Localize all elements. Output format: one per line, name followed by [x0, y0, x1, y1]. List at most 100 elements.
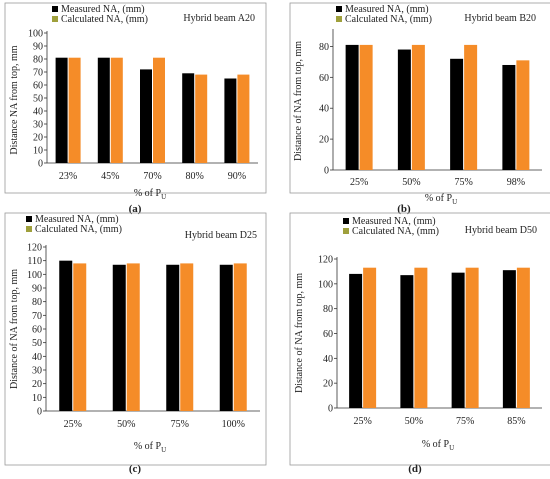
y-tick-label: 90: [32, 284, 42, 295]
legend-label: Calculated NA, (mm): [352, 226, 439, 237]
y-tick-label: 20: [32, 379, 42, 390]
chart-panel-2: 0 20 40 60 80 25% 50% 75% 98% Measured NA, (mm)Ca…: [289, 2, 550, 215]
panel-frame: [4, 2, 267, 194]
x-tick-label: 50%: [405, 416, 423, 427]
y-axis-title: Distance NA from top, mm: [9, 45, 20, 154]
bar-measured: [397, 49, 411, 170]
y-tick-label: 90: [33, 42, 43, 53]
y-axis-title: Distance of NA from top, mm: [293, 41, 304, 161]
bar-measured: [224, 78, 237, 163]
y-axis-title: Distance of NA from top, mm: [294, 273, 305, 393]
bar-measured: [182, 73, 195, 163]
y-tick-label: 60: [323, 329, 333, 340]
y-tick-label: 30: [33, 120, 43, 131]
bar-measured: [349, 273, 363, 408]
y-tick-label: 100: [27, 270, 42, 281]
y-tick-label: 80: [32, 297, 42, 308]
bar-calculated: [110, 57, 123, 164]
y-tick-label: 120: [318, 255, 333, 266]
y-tick-label: 100: [28, 29, 43, 40]
bar-calculated: [414, 267, 428, 408]
x-axis-title: % of PU: [425, 193, 457, 206]
x-tick-label: 75%: [456, 416, 474, 427]
legend-swatch-measured: [336, 6, 342, 12]
y-tick-label: 40: [33, 107, 43, 118]
bar-calculated: [73, 263, 87, 411]
panel-letter: (b): [397, 203, 411, 215]
y-tick-label: 70: [32, 311, 42, 322]
x-tick-label: 45%: [101, 171, 119, 182]
bar-measured: [166, 264, 180, 411]
chart-panel-3: 0 10 20 30 40 50 60 70 80 90 100 110 120 25% 50% 75% 100…: [4, 212, 267, 475]
legend-swatch-calculated: [336, 16, 342, 22]
bar-measured: [345, 44, 359, 170]
chart-title: Hybrid beam B20: [464, 13, 536, 24]
bar-calculated: [464, 44, 478, 170]
bar-measured: [55, 57, 68, 164]
y-tick-label: 20: [33, 133, 43, 144]
bar-calculated: [363, 267, 377, 408]
panel-frame: [4, 212, 267, 466]
legend-label: Measured NA, (mm): [61, 4, 145, 15]
bar-calculated: [411, 44, 425, 170]
bar-measured: [112, 264, 126, 411]
y-axis-title: Distance of NA from top, mm: [9, 269, 20, 389]
legend-swatch-calculated: [26, 226, 32, 232]
bar-calculated: [359, 44, 373, 170]
y-tick-label: 110: [27, 256, 42, 267]
chart-title: Hybrid beam D50: [465, 225, 537, 236]
legend-swatch-measured: [26, 216, 32, 222]
y-tick-label: 20: [323, 379, 333, 390]
x-tick-label: 25%: [353, 416, 371, 427]
bar-calculated: [516, 60, 530, 170]
legend-swatch-measured: [343, 218, 349, 224]
bar-measured: [451, 272, 465, 408]
bar-calculated: [180, 263, 194, 411]
panel-letter: (c): [129, 463, 142, 475]
y-tick-label: 80: [319, 42, 329, 53]
panel-frame: [289, 212, 550, 466]
y-tick-label: 80: [323, 304, 333, 315]
x-tick-label: 85%: [507, 416, 525, 427]
x-tick-label: 50%: [117, 419, 135, 430]
legend-swatch-calculated: [52, 16, 58, 22]
y-tick-label: 0: [38, 159, 43, 170]
panel-letter: (a): [129, 203, 142, 215]
legend-swatch-measured: [52, 6, 58, 12]
x-tick-label: 25%: [64, 419, 82, 430]
y-tick-label: 60: [32, 325, 42, 336]
bar-calculated: [195, 74, 208, 163]
legend-label: Measured NA, (mm): [35, 214, 119, 225]
bar-calculated: [153, 57, 165, 164]
y-tick-label: 40: [319, 104, 329, 115]
bar-measured: [140, 69, 152, 163]
x-tick-label: 23%: [59, 171, 77, 182]
panel-letter: (d): [408, 463, 422, 475]
y-tick-label: 0: [324, 166, 329, 177]
bar-calculated: [465, 267, 479, 408]
y-tick-label: 100: [318, 279, 333, 290]
x-tick-label: 75%: [454, 177, 472, 188]
y-tick-label: 40: [32, 352, 42, 363]
y-tick-label: 70: [33, 68, 43, 79]
legend-swatch-calculated: [343, 228, 349, 234]
y-tick-label: 40: [323, 354, 333, 365]
bar-measured: [450, 58, 464, 170]
bar-calculated: [68, 57, 81, 164]
y-tick-label: 60: [319, 73, 329, 84]
x-tick-label: 100%: [222, 419, 245, 430]
y-tick-label: 80: [33, 55, 43, 66]
x-axis-title: % of PU: [134, 441, 166, 454]
y-tick-label: 10: [32, 393, 42, 404]
y-tick-label: 60: [33, 81, 43, 92]
y-tick-label: 10: [33, 146, 43, 157]
bar-measured: [400, 275, 414, 408]
x-tick-label: 98%: [507, 177, 525, 188]
bar-calculated: [237, 74, 250, 163]
x-tick-label: 25%: [350, 177, 368, 188]
legend-label: Calculated NA, (mm): [35, 224, 122, 235]
bar-measured: [97, 57, 110, 164]
x-tick-label: 50%: [402, 177, 420, 188]
bar-measured: [219, 264, 233, 411]
legend-label: Calculated NA, (mm): [345, 14, 432, 25]
